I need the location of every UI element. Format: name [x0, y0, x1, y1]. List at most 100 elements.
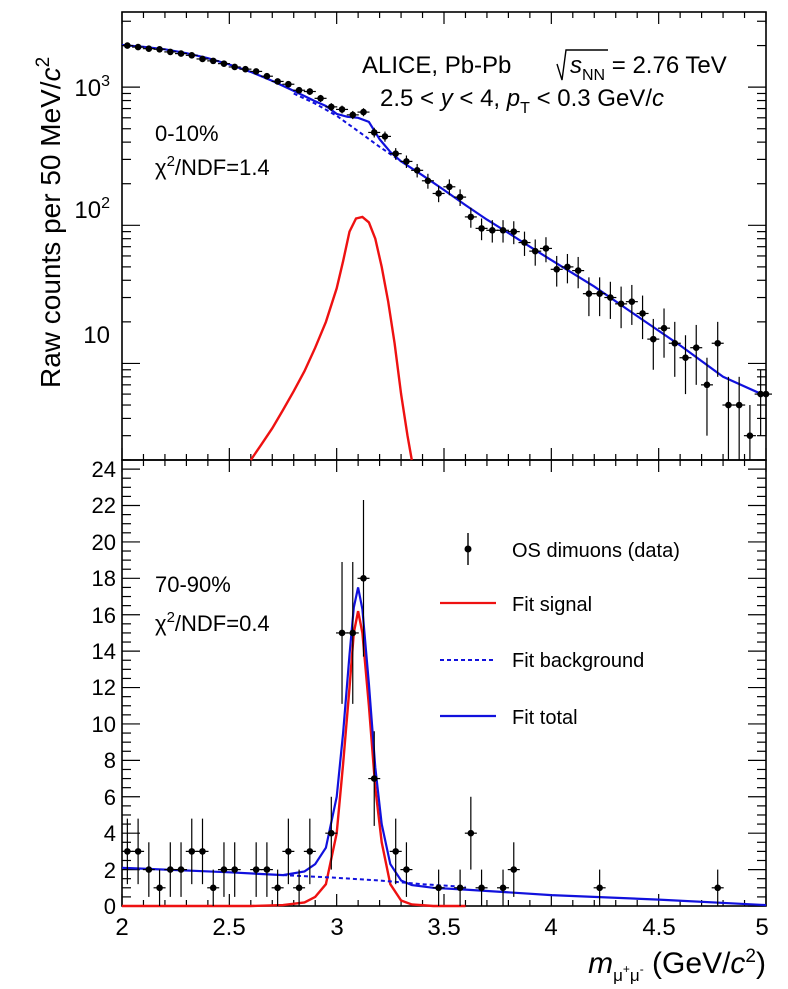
- top-ytick-label-10: 10: [83, 322, 110, 349]
- top-data-point: [167, 48, 174, 56]
- legend-label-signal: Fit signal: [512, 594, 592, 616]
- bottom-ytick-label-14: 14: [92, 639, 116, 664]
- bottom-data-point: [156, 884, 163, 892]
- top-data-point: [285, 80, 292, 88]
- xtick-label-3: 3: [330, 914, 343, 941]
- top-data-point: [188, 52, 196, 59]
- top-data-point: [703, 381, 711, 389]
- top-data-point: [370, 129, 378, 136]
- y-axis-title: Raw counts per 50 MeV/c2: [33, 57, 66, 388]
- top-data-point: [349, 111, 357, 119]
- bottom-data-point: [456, 884, 464, 892]
- bottom-data-point: [370, 775, 378, 782]
- top-axis-ticks: [121, 12, 767, 461]
- top-data-point: [413, 167, 421, 174]
- top-data-point: [446, 183, 453, 191]
- legend-label-total: Fit total: [512, 707, 578, 729]
- bottom-plot-area: [121, 500, 767, 908]
- bottom-data-point: [285, 848, 292, 855]
- top-data-point: [145, 45, 153, 52]
- top-centrality-label: 0-10%: [155, 121, 219, 146]
- bottom-data-point: [306, 848, 314, 855]
- top-data-point: [489, 227, 496, 234]
- bottom-ytick-label-12: 12: [92, 675, 116, 700]
- top-ytick-label-100: 102: [74, 195, 110, 224]
- bottom-data-point: [209, 884, 217, 892]
- bottom-ytick-label-8: 8: [104, 748, 116, 773]
- top-data-point: [424, 177, 432, 185]
- xtick-label-4: 4: [544, 914, 557, 941]
- top-panel-frame: [121, 11, 767, 461]
- xtick-label-4.5: 4.5: [642, 914, 675, 941]
- bottom-data-point: [360, 575, 367, 582]
- top-data-point: [542, 245, 550, 252]
- top-data-point: [360, 108, 367, 116]
- bottom-data-point: [177, 866, 185, 873]
- top-data-point: [392, 150, 400, 157]
- bottom-data-point: [714, 884, 721, 892]
- bottom-ytick-label-4: 4: [104, 821, 116, 846]
- top-data-point: [735, 401, 743, 409]
- bottom-data-point: [167, 866, 174, 873]
- bottom-data-point: [124, 848, 131, 855]
- top-data-point: [478, 225, 485, 232]
- top-data-point: [403, 158, 410, 165]
- top-data-point: [274, 78, 281, 85]
- top-data-point: [295, 86, 303, 94]
- bottom-data-point: [295, 884, 303, 892]
- top-chi2-label: χ2/NDF=1.4: [155, 153, 270, 180]
- top-data-point: [156, 45, 163, 53]
- top-data-point: [209, 57, 217, 65]
- bottom-data-point: [499, 884, 507, 892]
- top-data-point: [242, 65, 249, 73]
- xtick-label-2.5: 2.5: [212, 914, 245, 941]
- bottom-data-point: [403, 866, 410, 873]
- top-data-point: [306, 88, 314, 95]
- bottom-data-point: [596, 884, 603, 892]
- top-data-point: [639, 310, 646, 317]
- top-data-point: [435, 190, 442, 197]
- top-data-point: [521, 239, 528, 246]
- top-data-point: [628, 298, 636, 305]
- top-data-point: [134, 43, 142, 51]
- top-data-point: [574, 267, 582, 274]
- top-data-point: [617, 300, 625, 308]
- bottom-data-point: [328, 829, 335, 837]
- bottom-axis-ticks: [121, 460, 767, 907]
- top-data-point: [124, 42, 131, 49]
- top-data-point: [746, 432, 754, 439]
- top-data-point: [467, 213, 475, 221]
- bottom-ytick-label-24: 24: [92, 457, 116, 482]
- top-background-curve: [293, 92, 402, 163]
- top-data-point: [692, 344, 700, 352]
- bottom-data-point: [478, 884, 485, 892]
- top-data-point: [317, 95, 324, 102]
- bottom-ytick-label-22: 22: [92, 493, 116, 518]
- top-signal-curve: [249, 215, 413, 461]
- bottom-data-point: [263, 866, 271, 873]
- top-data-point: [553, 266, 560, 273]
- bottom-ytick-label-0: 0: [104, 894, 116, 919]
- bottom-ytick-label-2: 2: [104, 858, 116, 883]
- top-data-point: [650, 335, 657, 343]
- top-data-point: [531, 247, 539, 255]
- top-data-point: [671, 339, 679, 347]
- top-data-point: [499, 227, 507, 234]
- top-data-point: [596, 290, 603, 297]
- top-plot-area: [121, 42, 772, 461]
- top-data-point: [381, 133, 389, 140]
- bottom-ytick-label-16: 16: [92, 603, 116, 628]
- experiment-header: ALICE, Pb-Pb: [362, 52, 511, 79]
- bottom-total-curve: [121, 587, 767, 907]
- bottom-ytick-label-20: 20: [92, 530, 116, 555]
- xtick-label-2: 2: [115, 914, 128, 941]
- legend-marker-icon: [464, 545, 472, 553]
- top-data-point: [231, 63, 238, 71]
- top-data-point: [510, 228, 518, 235]
- bottom-data-point: [435, 884, 442, 892]
- top-data-point: [725, 401, 732, 409]
- top-ytick-label-1000: 103: [74, 73, 110, 102]
- bottom-data-point: [220, 866, 228, 873]
- bottom-centrality-label: 70-90%: [155, 572, 231, 597]
